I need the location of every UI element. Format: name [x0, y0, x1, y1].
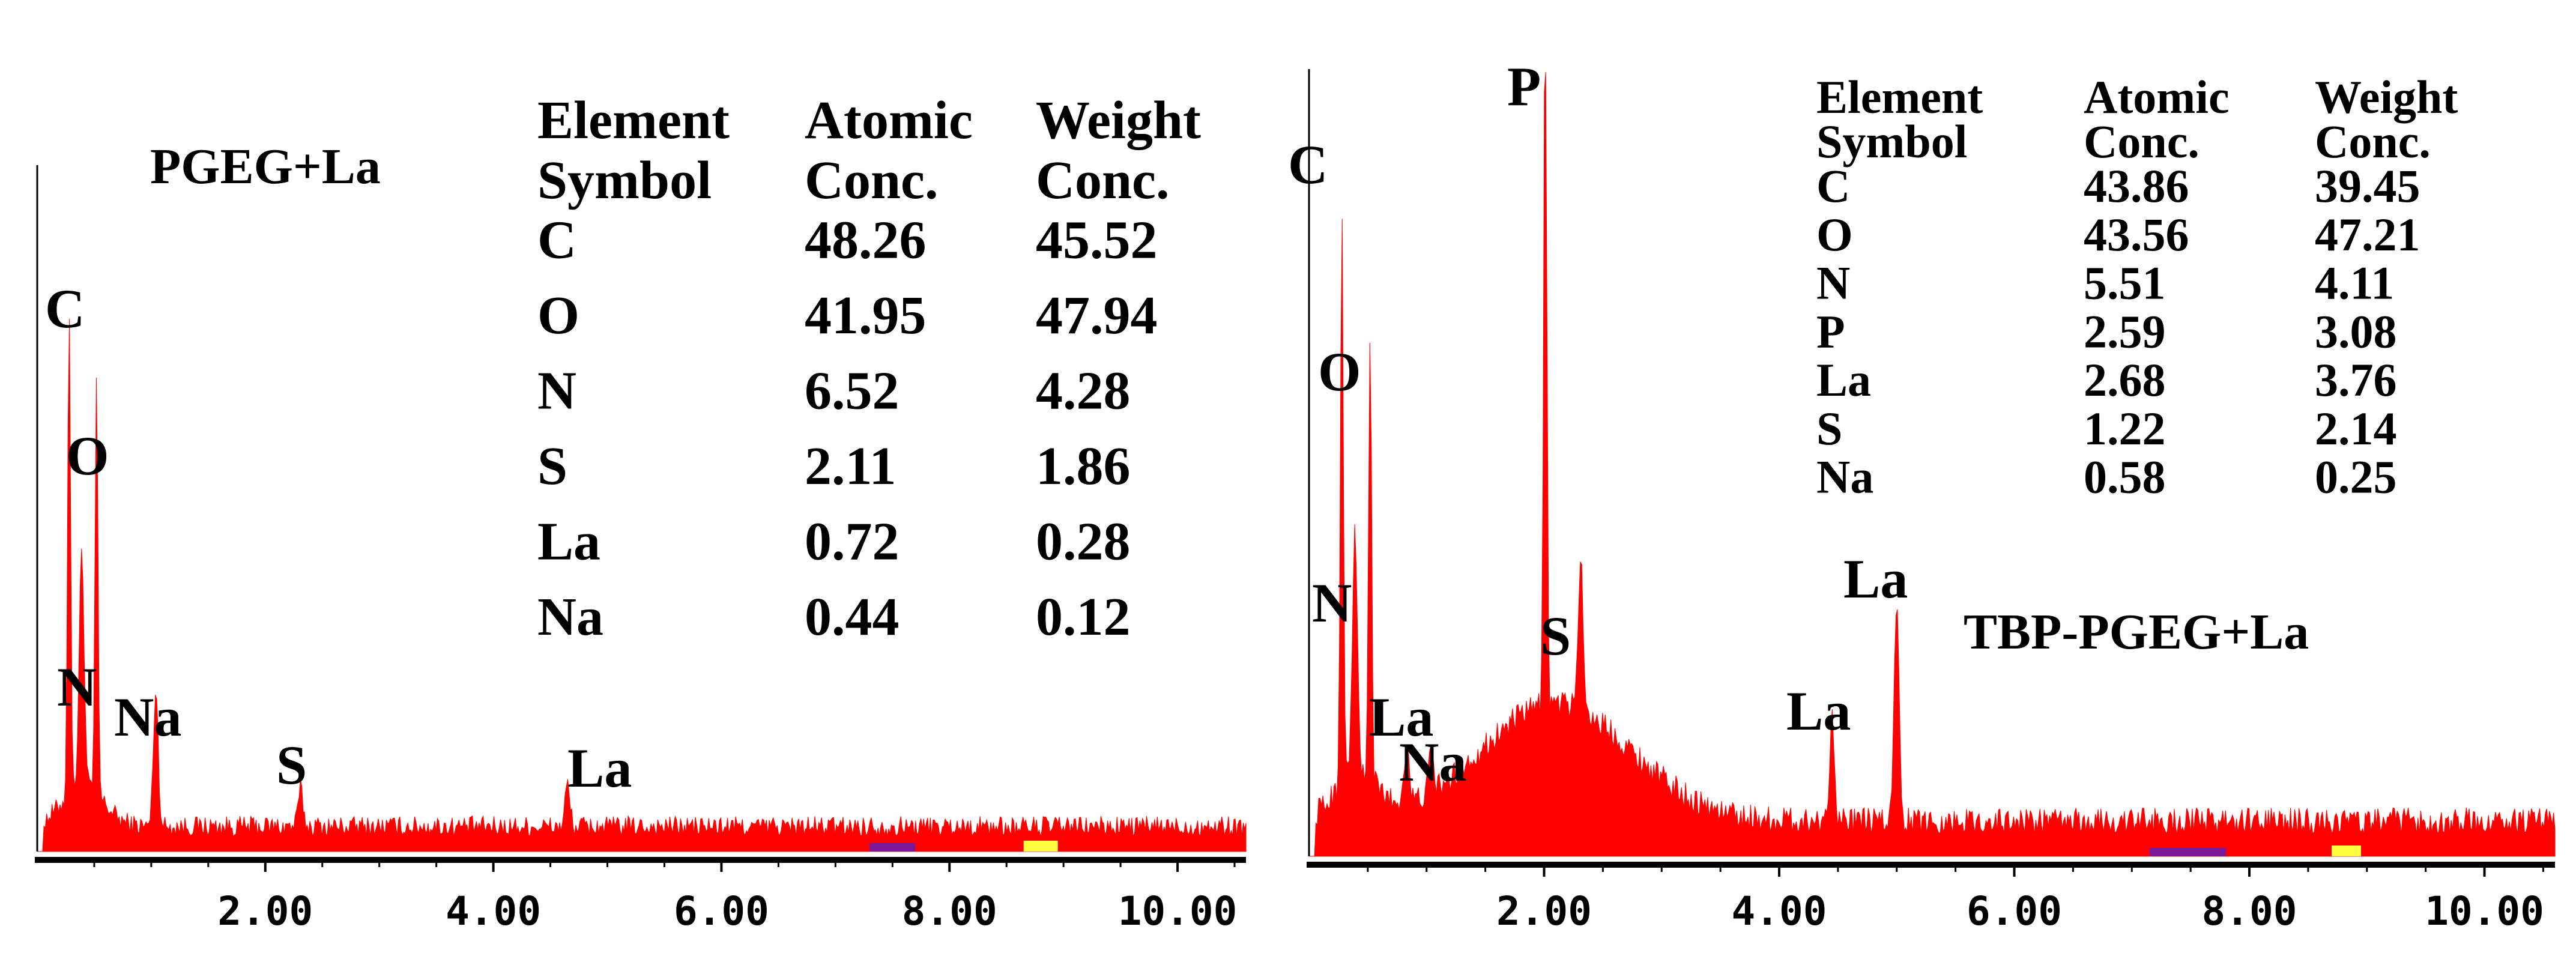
table-header-cell: Conc.	[2084, 115, 2200, 168]
table-cell: S	[537, 437, 567, 496]
peak-label-s: S	[1540, 605, 1571, 667]
table-header-cell: Conc.	[1036, 151, 1170, 210]
table-cell: 0.28	[1036, 512, 1131, 571]
table-cell: 5.51	[2084, 257, 2166, 309]
table-cell: 0.44	[805, 587, 899, 647]
peak-label-c: C	[1288, 134, 1328, 195]
table-header-cell: Conc.	[805, 151, 939, 210]
table-cell: 39.45	[2315, 160, 2420, 212]
table-cell: S	[1816, 402, 1842, 455]
x-axis-ticks: 2.00 4.00 6.00 8.00 10.00	[1367, 867, 2544, 934]
peak-label-na: Na	[114, 686, 181, 748]
table-cell: 2.68	[2084, 354, 2166, 406]
table-cell: 43.56	[2084, 208, 2189, 261]
baseline-marker-purple	[2149, 848, 2226, 856]
x-tick-label: 6.00	[1967, 888, 2062, 934]
sample-title: PGEG+La	[150, 139, 381, 195]
peak-label-n: N	[57, 656, 97, 718]
x-tick-label: 8.00	[2202, 888, 2297, 934]
spectrum-panel-tbp-pgeg-la: 2.00 4.00 6.00 8.00 10.00 C O N P S La La La Na TBP-…	[1267, 0, 2576, 980]
table-header-cell: Weight	[1036, 91, 1201, 150]
peak-label-la: La	[1369, 686, 1433, 748]
table-cell: 41.95	[805, 286, 927, 345]
peak-label-n: N	[1312, 572, 1352, 634]
eds-spectrum-chart: 2.00 4.00 6.00 8.00 10.00 CON NaS La PGEG+La E…	[35, 91, 1247, 934]
table-header-cell: Atomic	[805, 91, 973, 150]
table-cell: 0.25	[2315, 451, 2397, 503]
table-cell: N	[537, 361, 576, 421]
table-header-cell: Element	[537, 91, 730, 150]
table-header-cell: Element	[1816, 71, 1983, 123]
peak-label-p: P	[1507, 56, 1541, 117]
spectrum-panel-pgeg-la: 2.00 4.00 6.00 8.00 10.00 C O N Na S La PGEG+La E…	[0, 0, 1261, 980]
table-cell: 47.21	[2315, 208, 2420, 261]
table-cell: 2.59	[2084, 305, 2166, 357]
table-cell: 3.08	[2315, 305, 2397, 357]
table-cell: O	[1816, 208, 1853, 261]
table-cell: La	[537, 512, 600, 571]
table-cell: 4.11	[2315, 257, 2394, 309]
x-tick-label: 2.00	[1496, 888, 1592, 934]
baseline-marker-yellow	[1023, 841, 1058, 851]
x-axis	[1307, 69, 2555, 868]
spectrum-area	[1309, 71, 2556, 857]
table-header-cell: Weight	[2315, 71, 2458, 123]
peak-label-s: S	[276, 734, 307, 796]
table-cell: N	[1816, 257, 1850, 309]
table-header-cell: Symbol	[1816, 115, 1967, 168]
table-cell: 43.86	[2084, 160, 2189, 212]
x-tick-label: 6.00	[674, 888, 769, 934]
table-cell: P	[1816, 305, 1845, 357]
table-cell: O	[537, 286, 579, 345]
x-tick-label: 10.00	[1118, 888, 1238, 934]
table-cell: C	[1816, 160, 1850, 212]
table-cell: 1.86	[1036, 437, 1131, 496]
x-axis-ticks: 2.00 4.00 6.00 8.00 10.00	[93, 862, 1238, 934]
spectrum-fill	[1309, 71, 2556, 857]
spectrum-fill	[37, 318, 1247, 852]
peak-label-na: Na	[1399, 731, 1466, 793]
peak-labels: CON NaS La	[45, 278, 632, 799]
table-cell: 0.58	[2084, 451, 2166, 503]
x-tick-label: 2.00	[217, 888, 313, 934]
peak-label-o: O	[1318, 341, 1361, 402]
peak-label-la: La	[1843, 548, 1908, 609]
table-cell: 1.22	[2084, 402, 2166, 455]
baseline-marker-purple	[869, 843, 916, 851]
spectrum-area	[37, 318, 1247, 852]
x-axis	[35, 165, 1246, 863]
table-cell: 45.52	[1036, 211, 1158, 270]
table-cell: 0.12	[1036, 587, 1131, 647]
sample-title: TBP-PGEG+La	[1964, 604, 2309, 660]
peak-label-la: La	[567, 737, 632, 799]
table-header-cell: Atomic	[2084, 71, 2230, 123]
table-cell: Na	[537, 587, 603, 647]
table-header-cell: Conc.	[2315, 115, 2431, 168]
table-cell: 0.72	[805, 512, 899, 571]
table-cell: Na	[1816, 451, 1873, 503]
x-tick-label: 4.00	[446, 888, 541, 934]
table-cell: 4.28	[1036, 361, 1131, 421]
peak-label-la: La	[1786, 680, 1851, 742]
table-cell: 3.76	[2315, 354, 2397, 406]
table-cell: 2.11	[805, 437, 896, 496]
x-tick-label: 8.00	[902, 888, 997, 934]
x-tick-label: 4.00	[1732, 888, 1827, 934]
table-cell: 6.52	[805, 361, 899, 421]
table-cell: 2.14	[2315, 402, 2397, 455]
table-cell: C	[537, 211, 576, 270]
baseline-marker-yellow	[2332, 845, 2362, 856]
x-tick-label: 10.00	[2425, 888, 2544, 934]
table-cell: 47.94	[1036, 286, 1158, 345]
table-cell: La	[1816, 354, 1871, 406]
peak-label-c: C	[45, 278, 85, 339]
table-header-cell: Symbol	[537, 151, 712, 210]
peak-label-o: O	[66, 425, 109, 486]
table-cell: 48.26	[805, 211, 927, 270]
